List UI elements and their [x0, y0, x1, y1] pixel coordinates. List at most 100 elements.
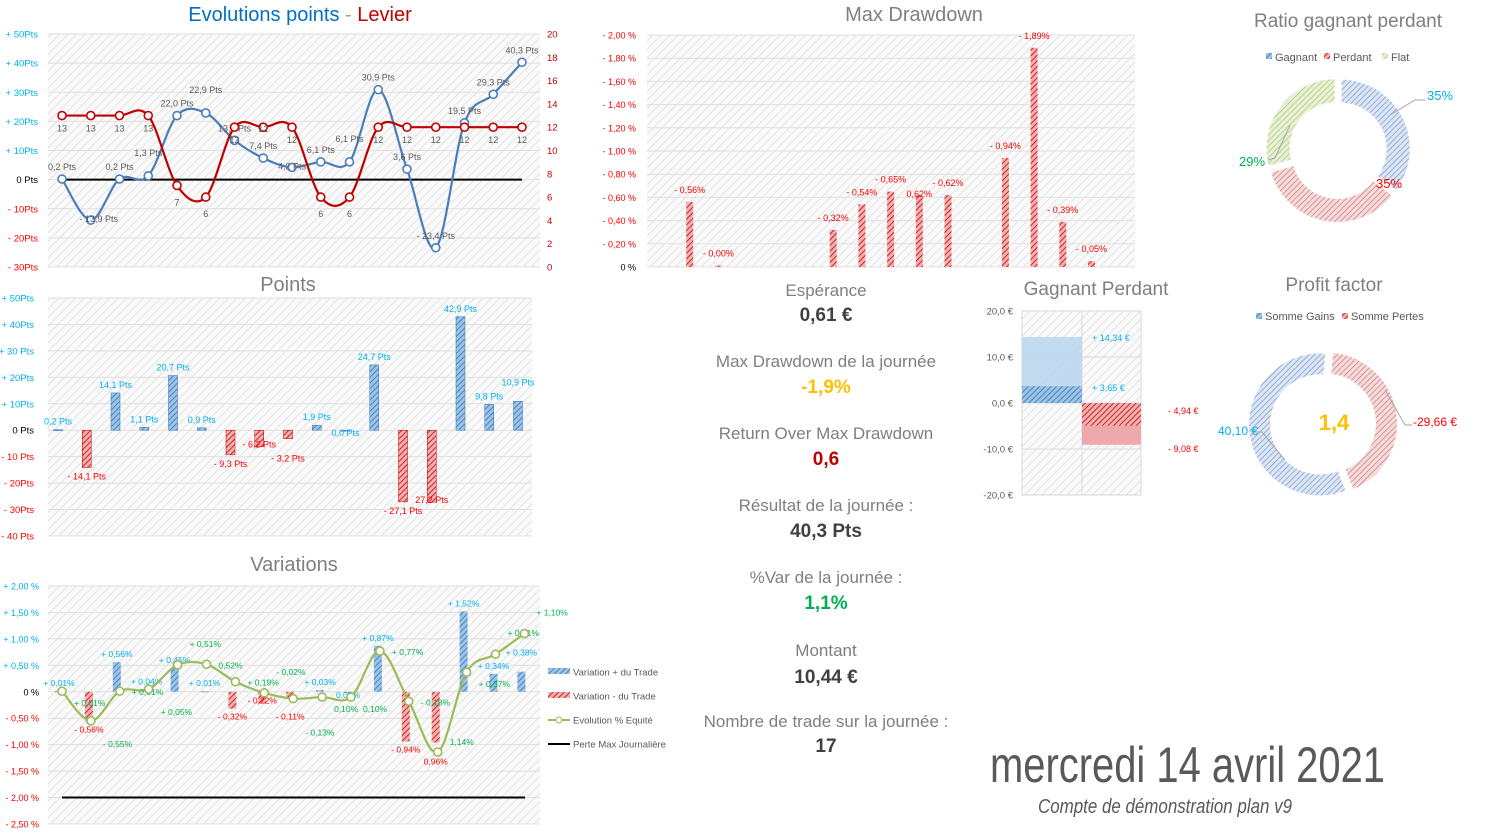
- drawdown-bar[interactable]: [915, 195, 923, 267]
- points-point[interactable]: [315, 157, 326, 167]
- drawdown-bar[interactable]: [887, 191, 895, 267]
- bar[interactable]: [168, 375, 178, 431]
- points-point[interactable]: [344, 157, 355, 167]
- drawdown-bar[interactable]: [1001, 157, 1009, 267]
- variation-bar[interactable]: [344, 691, 352, 693]
- points-point[interactable]: [85, 215, 96, 225]
- points-point[interactable]: [57, 174, 67, 184]
- levier-point[interactable]: [287, 122, 297, 132]
- gain-avg-bar[interactable]: [1022, 386, 1082, 403]
- bar[interactable]: [139, 427, 149, 431]
- equity-point[interactable]: [317, 692, 327, 702]
- variation-bar[interactable]: [170, 667, 179, 692]
- points-point[interactable]: [143, 171, 154, 181]
- loss-avg-bar[interactable]: [1082, 403, 1141, 426]
- bar[interactable]: [398, 429, 408, 503]
- equity-point[interactable]: [57, 686, 67, 697]
- bar[interactable]: [369, 364, 379, 431]
- points-point[interactable]: [258, 153, 269, 163]
- bar[interactable]: [53, 429, 63, 431]
- levier-point[interactable]: [57, 110, 67, 121]
- levier-point[interactable]: [488, 122, 499, 132]
- equity-point[interactable]: [259, 688, 270, 698]
- bar[interactable]: [427, 429, 437, 503]
- levier-point[interactable]: [315, 192, 326, 202]
- points-point[interactable]: [373, 84, 384, 95]
- equity-point[interactable]: [432, 747, 443, 757]
- bar[interactable]: [455, 316, 466, 431]
- levier-point[interactable]: [200, 192, 211, 202]
- equity-point[interactable]: [143, 684, 154, 694]
- points-point[interactable]: [229, 135, 240, 146]
- levier-point[interactable]: [258, 122, 269, 132]
- bar[interactable]: [254, 429, 264, 447]
- levier-point[interactable]: [172, 180, 182, 191]
- equity-point[interactable]: [519, 628, 530, 639]
- variation-bar[interactable]: [489, 673, 498, 692]
- points-point[interactable]: [517, 57, 527, 68]
- points-point[interactable]: [430, 242, 441, 253]
- drawdown-bar[interactable]: [1030, 47, 1038, 268]
- variation-bar[interactable]: [286, 691, 295, 698]
- variation-bar[interactable]: [258, 691, 267, 704]
- bar[interactable]: [513, 401, 523, 431]
- levier-point[interactable]: [344, 192, 355, 202]
- donut-slice[interactable]: [1268, 163, 1395, 224]
- drawdown-bar[interactable]: [1059, 221, 1067, 267]
- variation-bar[interactable]: [112, 662, 121, 692]
- variation-bar[interactable]: [84, 691, 93, 722]
- bar[interactable]: [225, 429, 236, 456]
- variation-bar[interactable]: [373, 645, 382, 692]
- bar[interactable]: [312, 424, 322, 431]
- variation-bar[interactable]: [401, 691, 410, 742]
- bar[interactable]: [197, 427, 207, 431]
- points-point[interactable]: [488, 89, 499, 100]
- equity-point[interactable]: [230, 676, 241, 687]
- equity-point[interactable]: [86, 716, 96, 726]
- equity-point[interactable]: [461, 667, 472, 678]
- equity-point[interactable]: [172, 660, 183, 670]
- levier-point[interactable]: [114, 110, 125, 121]
- donut-slice[interactable]: [1247, 351, 1349, 498]
- points-point[interactable]: [114, 174, 125, 184]
- bar[interactable]: [484, 404, 494, 431]
- equity-point[interactable]: [288, 693, 299, 704]
- levier-point[interactable]: [402, 122, 412, 132]
- points-point[interactable]: [402, 164, 412, 174]
- donut-slice[interactable]: [1329, 350, 1399, 492]
- variation-bar[interactable]: [228, 691, 237, 709]
- drawdown-bar[interactable]: [714, 265, 722, 268]
- levier-point[interactable]: [459, 122, 470, 132]
- bar[interactable]: [340, 429, 351, 432]
- points-point[interactable]: [287, 162, 297, 173]
- points-point[interactable]: [200, 108, 211, 118]
- equity-point[interactable]: [375, 646, 385, 656]
- levier-point[interactable]: [143, 110, 154, 121]
- drawdown-bar[interactable]: [858, 204, 866, 267]
- drawdown-bar[interactable]: [686, 202, 694, 267]
- bar[interactable]: [110, 392, 121, 431]
- equity-point[interactable]: [403, 696, 414, 707]
- levier-point[interactable]: [373, 122, 384, 132]
- bar[interactable]: [82, 429, 92, 468]
- points-point[interactable]: [172, 110, 182, 121]
- equity-point[interactable]: [346, 692, 356, 702]
- variation-bar[interactable]: [459, 611, 468, 692]
- bar[interactable]: [283, 429, 293, 439]
- variation-bar[interactable]: [200, 691, 209, 693]
- levier-point[interactable]: [517, 122, 527, 132]
- variation-bar[interactable]: [517, 671, 526, 692]
- variation-bar[interactable]: [431, 691, 440, 743]
- donut-slice[interactable]: [1264, 77, 1337, 169]
- levier-point[interactable]: [85, 110, 96, 121]
- variation-bar[interactable]: [316, 690, 325, 692]
- equity-point[interactable]: [201, 659, 212, 670]
- drawdown-bar[interactable]: [1088, 261, 1095, 267]
- equity-point[interactable]: [115, 686, 125, 697]
- levier-point[interactable]: [430, 122, 441, 132]
- levier-point[interactable]: [229, 122, 240, 132]
- drawdown-bar[interactable]: [829, 229, 837, 267]
- donut-slice[interactable]: [1339, 77, 1412, 193]
- drawdown-bar[interactable]: [944, 195, 952, 267]
- equity-point[interactable]: [490, 649, 501, 660]
